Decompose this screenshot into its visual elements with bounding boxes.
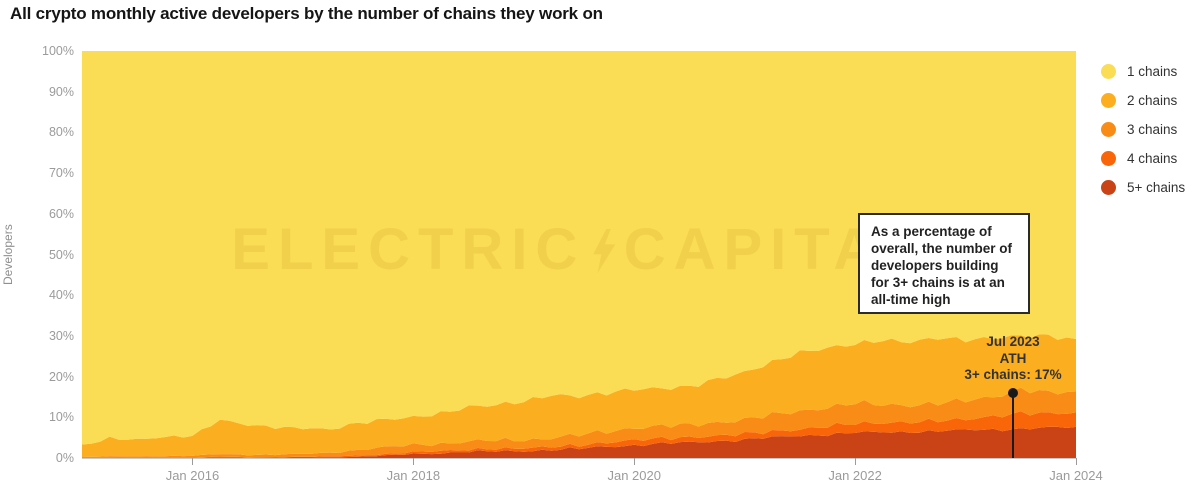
x-tick-label: Jan 2016 bbox=[165, 468, 220, 483]
callout-line: for 3+ chains is at an bbox=[871, 275, 1005, 290]
watermark-text-left: ELECTRIC bbox=[231, 217, 586, 282]
ath-marker-line bbox=[1012, 396, 1014, 458]
legend-swatch-icon bbox=[1101, 180, 1116, 195]
callout-line: all-time high bbox=[871, 292, 951, 307]
callout-line: overall, the number of bbox=[871, 241, 1013, 256]
lightning-bolt-icon bbox=[593, 229, 616, 273]
x-tick-mark bbox=[634, 458, 636, 465]
y-tick-label: 70% bbox=[48, 166, 74, 181]
x-tick-label: Jan 2022 bbox=[828, 468, 882, 483]
legend-item-2-chains[interactable]: 2 chains bbox=[1101, 93, 1185, 108]
legend-swatch-icon bbox=[1101, 122, 1116, 137]
legend-label: 4 chains bbox=[1127, 151, 1178, 166]
x-tick-label: Jan 2024 bbox=[1049, 468, 1103, 483]
page-title: All crypto monthly active developers by … bbox=[10, 4, 603, 23]
legend-label: 5+ chains bbox=[1127, 180, 1186, 195]
x-tick-mark bbox=[855, 458, 857, 465]
y-tick-label: 0% bbox=[55, 451, 74, 465]
legend-label: 2 chains bbox=[1127, 93, 1178, 108]
legend-label: 1 chains bbox=[1127, 64, 1178, 79]
legend: 1 chains 2 chains 3 chains 4 chains 5+ chain… bbox=[1101, 64, 1185, 209]
y-tick-label: 50% bbox=[48, 247, 74, 262]
area-band-1-chains bbox=[82, 51, 1076, 445]
y-tick-label: 100% bbox=[42, 44, 74, 58]
stacked-area-plot bbox=[82, 51, 1076, 458]
y-tick-label: 10% bbox=[48, 410, 74, 425]
y-tick-label: 40% bbox=[48, 288, 74, 303]
x-axis-line bbox=[82, 458, 1076, 459]
area-band-4-chains bbox=[82, 411, 1076, 458]
ath-line: 3+ chains: 17% bbox=[964, 367, 1062, 382]
area-band-2-chains bbox=[82, 334, 1076, 457]
legend-item-4-chains[interactable]: 4 chains bbox=[1101, 151, 1185, 166]
legend-swatch-icon bbox=[1101, 151, 1116, 166]
callout-line: developers building bbox=[871, 258, 999, 273]
area-band-5-chains bbox=[82, 426, 1076, 458]
x-tick-mark bbox=[1076, 458, 1077, 465]
x-tick-label: Jan 2020 bbox=[607, 468, 661, 483]
x-tick-label: Jan 2018 bbox=[386, 468, 441, 483]
x-tick-mark bbox=[192, 458, 194, 465]
ath-annotation: Jul 2023 ATH 3+ chains: 17% bbox=[933, 334, 1093, 384]
legend-swatch-icon bbox=[1101, 64, 1116, 79]
legend-item-3-chains[interactable]: 3 chains bbox=[1101, 122, 1185, 137]
legend-item-1-chains[interactable]: 1 chains bbox=[1101, 64, 1185, 79]
callout-line: As a percentage of bbox=[871, 224, 992, 239]
y-tick-label: 20% bbox=[48, 369, 74, 384]
legend-label: 3 chains bbox=[1127, 122, 1178, 137]
ath-line: ATH bbox=[999, 350, 1027, 366]
x-tick-mark bbox=[413, 458, 415, 465]
callout-box: As a percentage of overall, the number o… bbox=[858, 213, 1030, 314]
y-tick-label: 80% bbox=[48, 125, 74, 140]
y-tick-label: 90% bbox=[48, 84, 74, 99]
legend-swatch-icon bbox=[1101, 93, 1116, 108]
area-band-3-chains bbox=[82, 387, 1076, 458]
ath-line: Jul 2023 bbox=[986, 334, 1040, 349]
y-tick-label: 60% bbox=[48, 206, 74, 221]
legend-item-5-chains[interactable]: 5+ chains bbox=[1101, 180, 1185, 195]
stacked-area-svg bbox=[82, 51, 1076, 458]
y-tick-label: 30% bbox=[48, 328, 74, 343]
ath-marker-dot bbox=[1008, 388, 1018, 398]
